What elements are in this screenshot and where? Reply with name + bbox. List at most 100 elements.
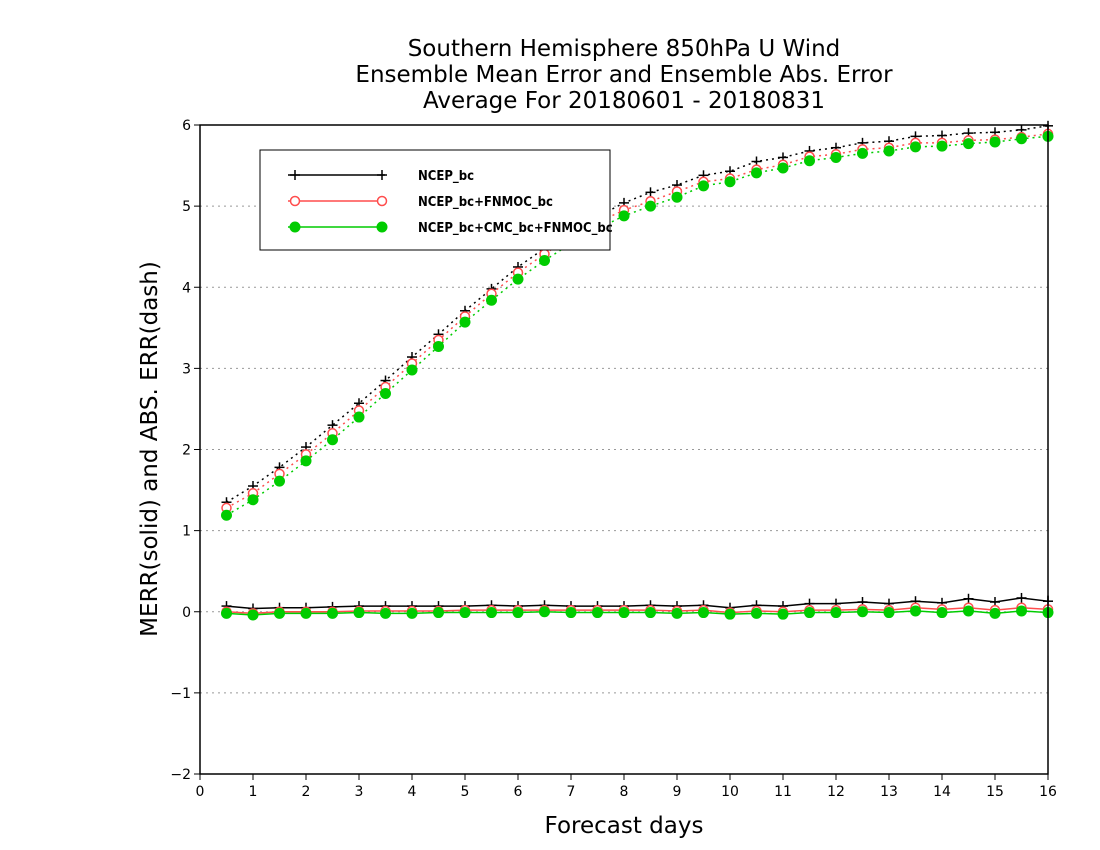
x-tick-label-6: 6 bbox=[514, 784, 523, 800]
abs-err-point-2-15 bbox=[618, 210, 630, 222]
abs-err-point-2-21 bbox=[777, 162, 789, 174]
mean-err-point-2-8 bbox=[433, 607, 444, 619]
abs-err-point-0-16 bbox=[645, 187, 656, 198]
abs-err-point-2-25 bbox=[883, 145, 895, 157]
legend: NCEP_bc NCEP_bc+FNMOC_bc NCEP_bc+CMC_bc+FN… bbox=[259, 149, 613, 251]
title-line-1: Southern Hemisphere 850hPa U Wind bbox=[407, 36, 841, 62]
mean-err-point-2-14 bbox=[592, 607, 603, 619]
x-tick-label-14: 14 bbox=[933, 784, 951, 800]
mean-err-point-2-1 bbox=[247, 609, 259, 621]
abs-err-point-2-2 bbox=[274, 475, 285, 487]
mean-err-point-2-22 bbox=[804, 607, 815, 619]
legend-marker-right-2 bbox=[376, 221, 388, 233]
mean-err-point-2-20 bbox=[751, 607, 762, 619]
x-tick-label-12: 12 bbox=[827, 784, 845, 800]
mean-err-point-2-4 bbox=[327, 607, 338, 619]
mean-err-point-2-11 bbox=[512, 607, 524, 619]
abs-err-point-2-17 bbox=[671, 191, 683, 203]
abs-err-point-2-24 bbox=[857, 147, 868, 159]
abs-err-point-2-1 bbox=[247, 494, 259, 506]
mean-err-point-2-3 bbox=[300, 607, 312, 619]
chart-title: Southern Hemisphere 850hPa U Wind Ensemb… bbox=[200, 36, 1048, 114]
mean-err-point-2-21 bbox=[777, 608, 789, 620]
mean-err-point-0-28 bbox=[963, 593, 974, 604]
abs-err-point-2-18 bbox=[698, 180, 709, 192]
y-tick-label-4: 2 bbox=[182, 443, 191, 459]
mean-err-point-2-6 bbox=[380, 607, 391, 619]
x-axis-label: Forecast days bbox=[545, 813, 704, 839]
y-tick-label-1: −1 bbox=[170, 686, 191, 702]
y-tick-label-6: 4 bbox=[182, 280, 191, 296]
mean-err-point-2-27 bbox=[936, 607, 948, 619]
abs-err-point-2-19 bbox=[724, 176, 736, 188]
abs-err-point-2-28 bbox=[963, 138, 974, 150]
abs-err-point-2-11 bbox=[512, 273, 524, 285]
mean-err-point-2-26 bbox=[910, 605, 921, 617]
x-tick-label-10: 10 bbox=[721, 784, 739, 800]
legend-box bbox=[259, 149, 611, 251]
mean-err-point-2-2 bbox=[274, 607, 285, 619]
abs-err-point-2-22 bbox=[804, 155, 815, 167]
mean-err-point-2-10 bbox=[486, 607, 497, 619]
gridlines bbox=[200, 205, 1048, 694]
abs-err-point-2-26 bbox=[910, 141, 921, 153]
abs-err-point-2-8 bbox=[433, 340, 444, 352]
x-tick-label-9: 9 bbox=[673, 784, 682, 800]
abs-err-point-2-4 bbox=[327, 434, 338, 446]
y-tick-label-2: 0 bbox=[182, 605, 191, 621]
legend-label-1: NCEP_bc+FNMOC_bc bbox=[418, 195, 553, 210]
x-tick-label-15: 15 bbox=[986, 784, 1004, 800]
y-tick-label-3: 1 bbox=[182, 524, 191, 540]
mean-err-point-2-7 bbox=[406, 607, 418, 619]
legend-marker-left-2 bbox=[289, 221, 301, 233]
mean-err-point-2-29 bbox=[989, 607, 1001, 619]
mean-err-point-2-24 bbox=[857, 606, 868, 618]
title-line-3: Average For 20180601 - 20180831 bbox=[422, 88, 826, 114]
mean-err-point-2-28 bbox=[963, 605, 974, 617]
abs-err-point-2-12 bbox=[539, 254, 550, 266]
x-tick-label-13: 13 bbox=[880, 784, 898, 800]
abs-err-point-2-20 bbox=[751, 167, 762, 179]
abs-err-point-2-10 bbox=[486, 294, 497, 306]
x-tick-label-2: 2 bbox=[302, 784, 311, 800]
legend-label-2: NCEP_bc+CMC_bc+FNMOC_bc bbox=[418, 221, 613, 236]
x-tick-label-7: 7 bbox=[567, 784, 576, 800]
x-tick-label-4: 4 bbox=[408, 784, 417, 800]
abs-err-point-2-30 bbox=[1016, 133, 1027, 145]
mean-err-point-2-19 bbox=[724, 608, 736, 620]
abs-err-point-2-5 bbox=[353, 411, 365, 423]
mean-err-point-2-9 bbox=[459, 607, 471, 619]
mean-err-point-2-0 bbox=[221, 607, 232, 619]
abs-err-point-2-16 bbox=[645, 200, 656, 212]
abs-err-point-2-9 bbox=[459, 316, 471, 328]
mean-err-point-2-18 bbox=[698, 607, 709, 619]
mean-err-point-2-5 bbox=[353, 607, 365, 619]
y-tick-label-7: 5 bbox=[182, 199, 191, 215]
abs-err-point-2-7 bbox=[406, 364, 418, 376]
abs-err-point-2-6 bbox=[380, 388, 391, 400]
series-2 bbox=[221, 130, 1054, 621]
x-tick-label-8: 8 bbox=[620, 784, 629, 800]
abs-err-point-2-27 bbox=[936, 140, 948, 152]
x-tick-label-0: 0 bbox=[196, 784, 205, 800]
mean-err-point-2-13 bbox=[565, 607, 577, 619]
mean-err-point-0-30 bbox=[1016, 592, 1027, 603]
legend-marker-right-0 bbox=[377, 170, 387, 180]
legend-marker-left-1 bbox=[289, 195, 301, 207]
abs-err-point-2-3 bbox=[300, 455, 312, 467]
mean-err-point-2-16 bbox=[645, 607, 656, 619]
x-tick-label-1: 1 bbox=[249, 784, 258, 800]
abs-err-point-2-23 bbox=[830, 151, 842, 163]
x-tick-label-3: 3 bbox=[355, 784, 364, 800]
y-axis-label: MERR(solid) and ABS. ERR(dash) bbox=[137, 261, 163, 637]
mean-err-point-2-12 bbox=[539, 606, 550, 618]
mean-err-point-2-23 bbox=[830, 607, 842, 619]
legend-marker-right-1 bbox=[376, 195, 388, 207]
y-tick-label-5: 3 bbox=[182, 361, 191, 377]
mean-err-point-2-15 bbox=[618, 607, 630, 619]
mean-err-point-2-30 bbox=[1016, 605, 1027, 617]
mean-err-line-0 bbox=[226, 595, 1049, 610]
legend-label-0: NCEP_bc bbox=[418, 169, 474, 184]
